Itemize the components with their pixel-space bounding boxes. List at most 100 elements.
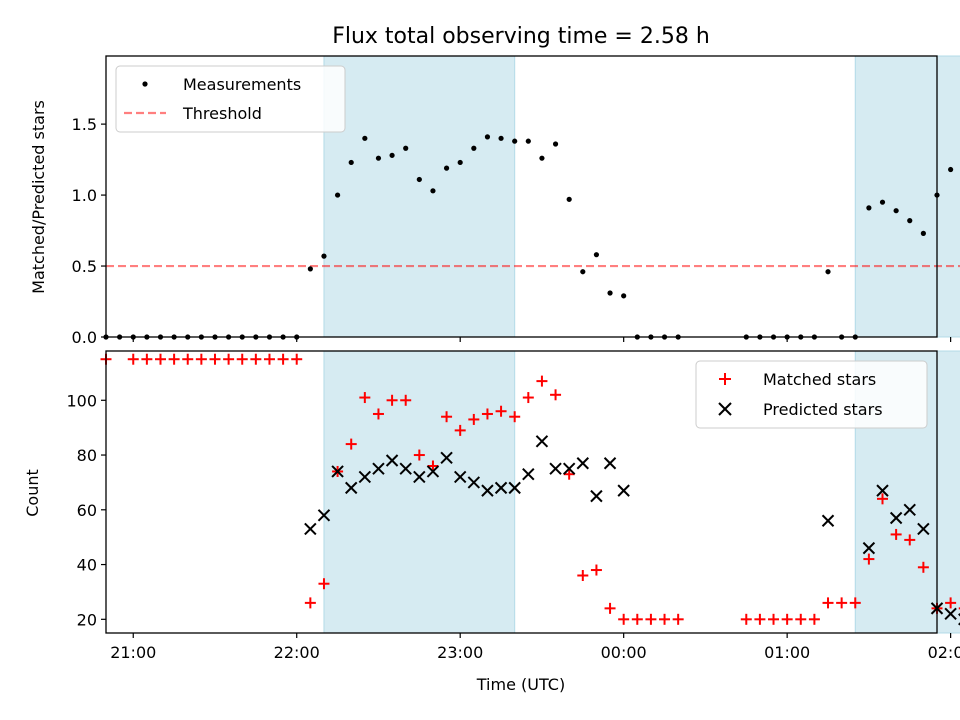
predicted-star-marker [617,484,630,497]
predicted-star-marker [317,509,331,522]
measurement-point [552,141,559,147]
bottom-xtick-label: 01:00 [764,643,810,662]
predicted-star-stroke-b [426,465,440,478]
measurement-point [580,269,586,275]
matched-star-marker [836,597,848,609]
measurement-point [621,293,627,299]
measurement-point [498,135,504,141]
matched-star-marker [808,613,820,625]
predicted-star-stroke-b [372,462,385,475]
predicted-star-marker [522,467,535,481]
measurement-point [893,208,899,214]
matched-star-marker [250,353,262,365]
measurement-point [321,253,327,259]
predicted-star-marker [358,470,372,484]
measurement-point [471,145,477,151]
matched-star-marker [945,597,957,609]
measurement-point [920,230,926,236]
top-panel: 0.0 0.5 1.0 1.5 Matched/Predicted stars Mea… [29,55,960,347]
predicted-star-stroke-b [440,451,453,464]
matched-star-marker [740,613,752,625]
predicted-star-stroke-b [345,481,358,495]
matched-star-marker [454,424,466,436]
measurement-point [512,138,518,144]
matched-star-marker [468,413,480,425]
bottom-ytick-label: 100 [66,391,97,410]
bottom-axes-frame [105,350,938,634]
top-y-axis-label: Matched/Predicted stars [29,100,48,294]
measurement-point [539,155,545,161]
bottom-legend-box [695,360,928,429]
predicted-star-marker [345,481,358,495]
matched-star-marker [263,353,275,365]
predicted-star-stroke-b [413,470,426,484]
measurement-point [334,192,341,198]
predicted-star-stroke-b [467,476,481,489]
predicted-star-marker [385,454,399,467]
top-axes-frame [105,55,938,338]
measurement-point [525,138,531,144]
predicted-star-marker [372,462,385,475]
predicted-star-stroke-b [944,607,957,621]
matched-star-marker [604,602,616,614]
matched-star-marker [590,564,602,576]
predicted-star-stroke-b [821,514,835,527]
top-shaded-intervals [323,55,960,338]
matched-star-marker [659,613,671,625]
predicted-star-stroke-b [385,454,399,467]
matched-star-marker [427,460,439,472]
x-axis-label: Time (UTC) [476,675,565,694]
matched-star-marker [577,570,589,582]
predicted-star-stroke-b [917,522,930,536]
matched-star-marker [863,553,875,565]
matched-star-marker [277,353,289,365]
predicted-star-stroke-b [358,470,372,484]
legend-matched-marker [719,373,731,385]
matched-star-marker [536,375,548,387]
measurement-point [907,218,913,224]
top-y-ticks: 0.0 0.5 1.0 1.5 [72,115,106,347]
measurement-point [375,155,382,161]
measurement-point [825,269,831,275]
predicted-star-marker [889,511,903,525]
predicted-star-stroke-b [304,522,317,536]
matched-star-marker [781,613,793,625]
shaded-interval-top-1 [854,55,960,338]
matched-star-marker [645,613,657,625]
predicted-star-marker [453,470,467,484]
predicted-star-marker [331,465,344,478]
matched-star-marker [345,438,357,450]
matched-star-marker [672,613,684,625]
matched-star-marker [359,392,371,404]
matched-star-marker [209,353,221,365]
measurement-point [403,145,409,151]
matched-star-marker [822,597,834,609]
predicted-star-marker [603,457,617,470]
predicted-star-marker [494,481,508,495]
measurement-point [416,176,422,183]
matched-star-marker [386,394,398,406]
matched-star-marker [550,389,562,401]
predicted-star-stroke-b [603,457,617,470]
predicted-star-stroke-b [535,435,549,448]
measurement-point [457,159,463,166]
matched-star-marker [890,528,902,540]
matched-star-marker [849,597,861,609]
predicted-star-stroke-b [508,481,521,495]
legend-measurements-label: Measurements [183,75,301,94]
measurement-point [948,166,954,173]
matched-star-marker [618,613,630,625]
predicted-stars-layer [304,435,960,626]
matched-star-marker [877,493,889,505]
matched-star-marker [441,411,453,423]
predicted-star-stroke-b [494,481,508,495]
measurement-point [348,159,354,166]
matched-star-marker [182,353,194,365]
predicted-star-marker [481,484,494,497]
matched-star-marker [141,353,153,365]
matched-star-marker [904,534,916,546]
measurement-point [866,205,872,211]
predicted-star-stroke-b [876,484,889,497]
predicted-star-stroke-b [481,484,494,497]
measurement-point [566,196,572,202]
